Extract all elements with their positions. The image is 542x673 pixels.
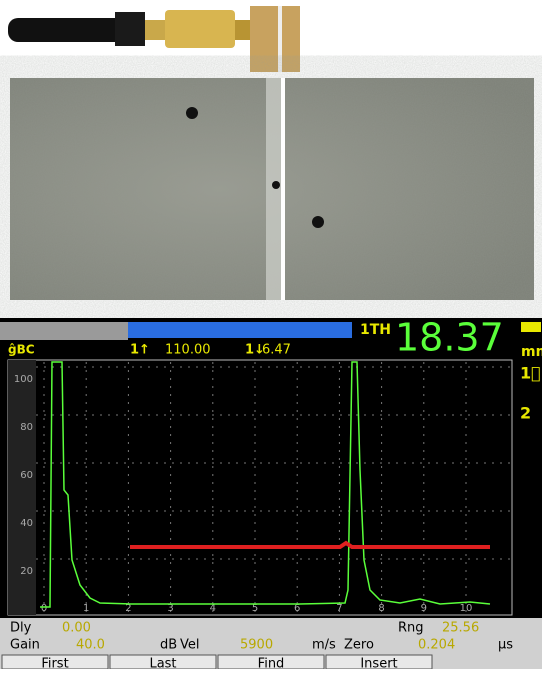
unit: m/s [312, 638, 336, 653]
value: 0.00 [62, 621, 91, 636]
unit: dB [160, 638, 177, 653]
gate-level: 6.47 [262, 343, 291, 358]
gate-icon: 1↑ [130, 343, 150, 358]
units: mm [521, 344, 542, 360]
icon: 1⃞ [520, 364, 541, 383]
label: Rng [398, 621, 424, 636]
value: 0.204 [418, 638, 455, 653]
progress-bar [128, 322, 352, 338]
value: 5900 [240, 638, 273, 653]
y-tick-label: 40 [20, 518, 33, 529]
label: Zero [344, 638, 374, 653]
y-tick-label: 100 [14, 374, 33, 385]
y-tick-label: 60 [20, 470, 33, 481]
y-tick-label: 20 [20, 566, 33, 577]
icon: 2 [520, 404, 531, 423]
probe-photo [8, 6, 300, 72]
button-label: Last [149, 657, 176, 670]
label: Dly [10, 621, 32, 636]
graph [8, 360, 512, 615]
label: Vel [180, 638, 200, 653]
status-bar [0, 322, 128, 340]
x-tick-label: 9 [421, 603, 427, 614]
y-tick-label: 80 [20, 422, 33, 433]
unit: µs [498, 638, 513, 653]
battery [521, 322, 541, 332]
value: 40.0 [76, 638, 105, 653]
button-label: First [41, 657, 68, 670]
scene: 1TH 18.37 mm 1⃞ 2 ĝBC 1↑ 110.00 1↓ 6.47 … [0, 0, 542, 669]
button-label: Find [258, 657, 285, 670]
value: 25.56 [442, 621, 479, 636]
x-tick-label: 1 [83, 603, 89, 614]
gate-start: 110.00 [165, 343, 211, 358]
channel: 1TH [360, 322, 391, 338]
specimen-photo [10, 78, 534, 300]
x-tick-label: 7 [336, 603, 342, 614]
x-tick-label: 10 [460, 603, 473, 614]
x-tick-label: 0 [41, 603, 47, 614]
x-tick-label: 8 [378, 603, 384, 614]
figure: 1TH 18.37 mm 1⃞ 2 ĝBC 1↑ 110.00 1↓ 6.47 … [0, 0, 542, 669]
mode: ĝBC [8, 343, 35, 357]
button-label: Insert [360, 657, 397, 670]
reading: 18.37 [395, 316, 504, 360]
label: Gain [10, 638, 40, 653]
